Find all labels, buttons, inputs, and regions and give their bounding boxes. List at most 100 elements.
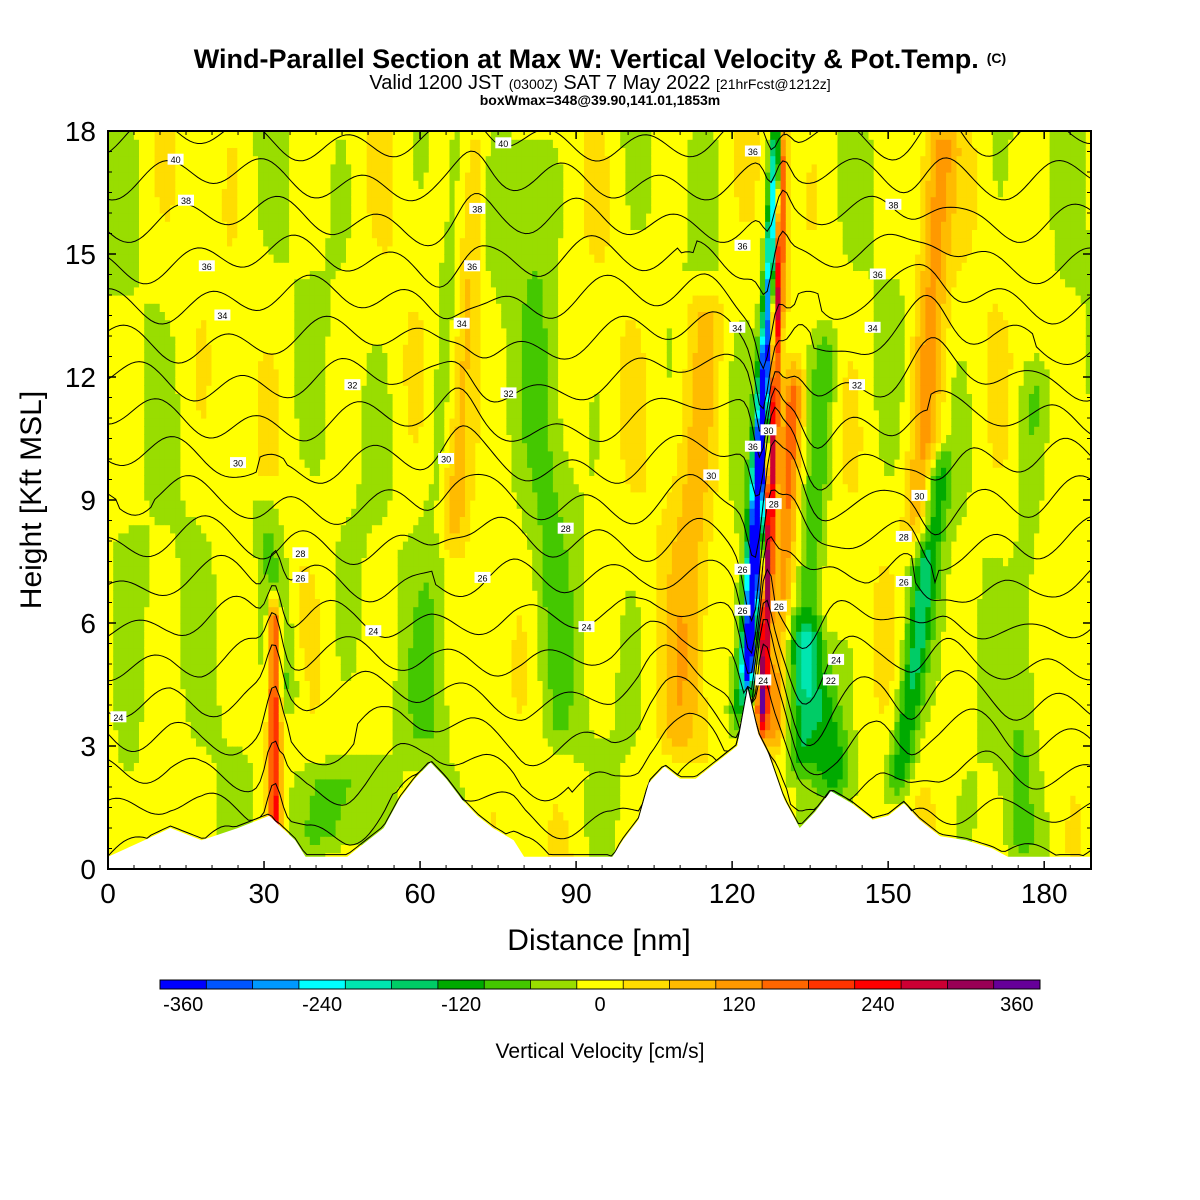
w-cell [128,770,135,780]
w-cell [268,524,275,534]
w-cell [170,418,176,427]
w-cell [258,245,264,255]
w-cell [273,401,280,411]
w-cell [258,614,264,624]
w-cell [175,778,182,788]
w-cell [340,729,347,739]
w-cell [211,631,218,640]
w-cell [128,606,135,616]
w-cell [154,147,161,157]
w-cell [123,327,130,337]
w-cell [190,819,197,829]
w-cell [159,491,166,501]
w-cell [268,532,275,542]
w-cell [144,237,150,247]
w-cell [159,516,166,526]
w-cell [382,393,388,403]
w-cell [201,344,207,353]
w-cell [252,762,259,772]
w-cell [320,459,326,468]
w-cell [154,459,161,468]
w-cell [273,319,280,329]
w-cell [185,746,192,755]
w-cell [299,557,306,567]
w-cell [252,278,259,288]
w-cell [113,450,119,460]
w-cell [201,623,207,632]
w-cell [154,278,161,288]
w-cell [216,541,223,550]
w-cell [237,188,244,198]
w-cell [299,524,306,534]
w-cell [196,245,202,255]
w-cell [201,598,207,608]
w-cell [325,467,332,476]
w-cell [232,221,238,230]
w-cell [118,385,125,394]
w-cell [113,163,119,173]
w-cell [242,573,249,583]
w-cell [377,705,383,714]
w-cell [232,500,238,509]
w-cell [196,467,202,476]
w-cell [320,631,326,640]
w-cell [309,352,316,362]
w-cell [258,467,264,476]
w-cell [330,327,337,337]
w-cell [356,721,363,731]
w-cell [263,762,269,772]
w-cell [211,705,218,714]
w-cell [366,688,373,698]
w-cell [113,475,119,485]
w-cell [242,746,249,755]
w-cell [340,655,347,665]
w-cell [346,418,352,427]
w-cell [201,434,207,444]
w-cell [180,549,187,558]
w-cell [242,762,249,772]
w-cell [180,229,187,239]
w-cell [133,721,140,731]
w-cell [159,336,166,345]
w-cell [387,155,394,165]
w-cell [268,565,275,575]
w-cell [283,278,290,288]
w-cell [283,213,290,222]
w-cell [118,155,125,165]
w-cell [320,155,326,165]
w-cell [382,385,388,394]
w-cell [289,139,295,148]
w-cell [283,680,290,690]
w-cell [294,434,301,444]
w-cell [278,754,285,763]
w-cell [356,532,363,542]
w-cell [325,180,332,189]
w-cell [206,754,213,763]
w-cell [299,221,306,230]
w-cell [211,557,218,567]
w-cell [252,664,259,673]
w-cell [216,262,223,271]
w-cell [289,778,295,788]
w-cell [211,582,218,591]
w-cell [196,229,202,239]
w-cell [351,180,357,189]
w-cell [185,590,192,599]
w-cell [149,155,156,165]
w-cell [237,426,244,435]
w-cell [258,147,264,157]
w-cell [351,418,357,427]
w-cell [268,303,275,312]
w-cell [201,516,207,526]
w-cell [144,360,150,370]
w-cell [232,516,238,526]
w-cell [247,221,254,230]
w-cell [237,377,244,386]
w-cell [371,664,378,673]
w-cell [309,401,316,411]
w-cell [263,163,269,173]
w-cell [299,491,306,501]
w-cell [108,705,114,714]
w-cell [221,811,228,821]
w-cell [247,680,254,690]
